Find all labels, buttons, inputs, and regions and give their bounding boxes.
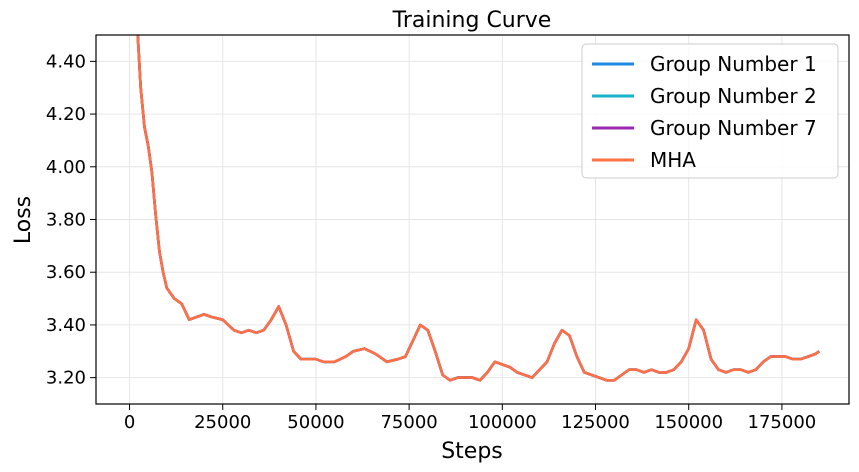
legend-label: MHA (650, 148, 696, 172)
series-line-4 (136, 35, 820, 382)
x-tick-label: 175000 (748, 412, 817, 433)
y-tick-label: 4.40 (46, 51, 86, 72)
x-tick-label: 150000 (654, 412, 723, 433)
y-tick-label: 3.20 (46, 368, 86, 389)
x-tick-label: 125000 (561, 412, 630, 433)
legend-label: Group Number 1 (650, 52, 817, 76)
axis-ticks: 0 25000 50000 75000 100000 125000 150000 175000… (46, 51, 816, 433)
chart-title: Training Curve (392, 8, 552, 33)
x-tick-label: 50000 (287, 412, 344, 433)
y-tick-label: 4.20 (46, 104, 86, 125)
x-tick-label: 75000 (380, 412, 437, 433)
y-tick-label: 4.00 (46, 157, 86, 178)
legend-label: Group Number 7 (650, 116, 817, 140)
y-tick-label: 3.80 (46, 210, 86, 231)
y-tick-label: 3.40 (46, 315, 86, 336)
x-axis-title: Steps (441, 439, 503, 464)
x-tick-label: 0 (124, 412, 135, 433)
series-lines (136, 35, 820, 382)
y-tick-label: 3.60 (46, 262, 86, 283)
x-tick-label: 100000 (468, 412, 537, 433)
x-tick-label: 25000 (194, 412, 251, 433)
legend-label: Group Number 2 (650, 84, 817, 108)
legend: Group Number 1 Group Number 2 Group Number… (581, 43, 839, 179)
y-axis-title: Loss (11, 196, 36, 244)
legend-box (581, 43, 839, 179)
